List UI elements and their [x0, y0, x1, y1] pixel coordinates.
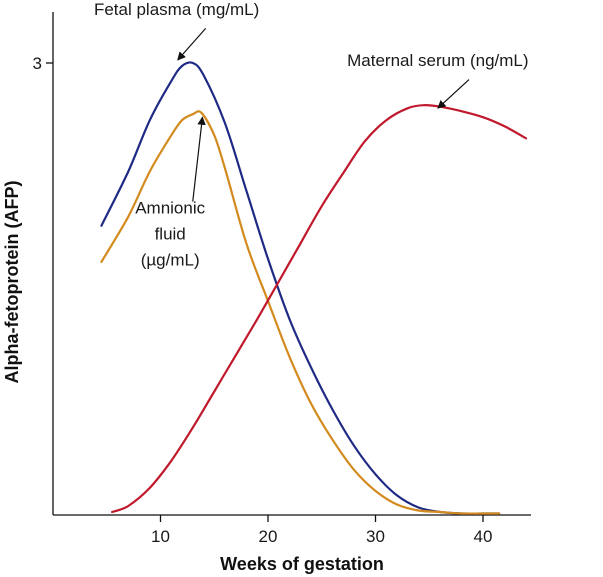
x-axis-title: Weeks of gestation [220, 554, 384, 574]
annotation-arrow-2 [437, 79, 470, 109]
series-group [100, 61, 528, 515]
x-tick-label: 30 [366, 527, 385, 546]
series-line-3 [111, 104, 528, 514]
y-axis-title: Alpha-fetoprotein (AFP) [2, 181, 22, 384]
axes: 10 20 30 40 3 [33, 12, 531, 546]
annotation-line: fluid [155, 225, 186, 244]
series-line-2 [100, 110, 501, 515]
annotations-group: Fetal plasma (mg/mL) Maternal serum (ng/m… [94, 0, 529, 270]
annotation-label-1: Fetal plasma (mg/mL) [94, 0, 259, 19]
y-tick-label: 3 [33, 54, 42, 73]
annotation-label-2: Maternal serum (ng/mL) [347, 51, 528, 70]
annotation-line: Fetal plasma (mg/mL) [94, 0, 259, 19]
annotation-line: (µg/mL) [141, 251, 200, 270]
annotation-arrow-1 [177, 27, 207, 61]
annotation-line: Maternal serum (ng/mL) [347, 51, 528, 70]
annotation-arrow-3 [192, 116, 206, 202]
annotation-line: Amnionic [135, 199, 205, 218]
annotation-label-3: Amnionic fluid (µg/mL) [135, 199, 205, 270]
x-tick-label: 20 [259, 527, 278, 546]
x-tick-label: 10 [151, 527, 170, 546]
series-line-1 [100, 61, 501, 515]
x-tick-label: 40 [474, 527, 493, 546]
